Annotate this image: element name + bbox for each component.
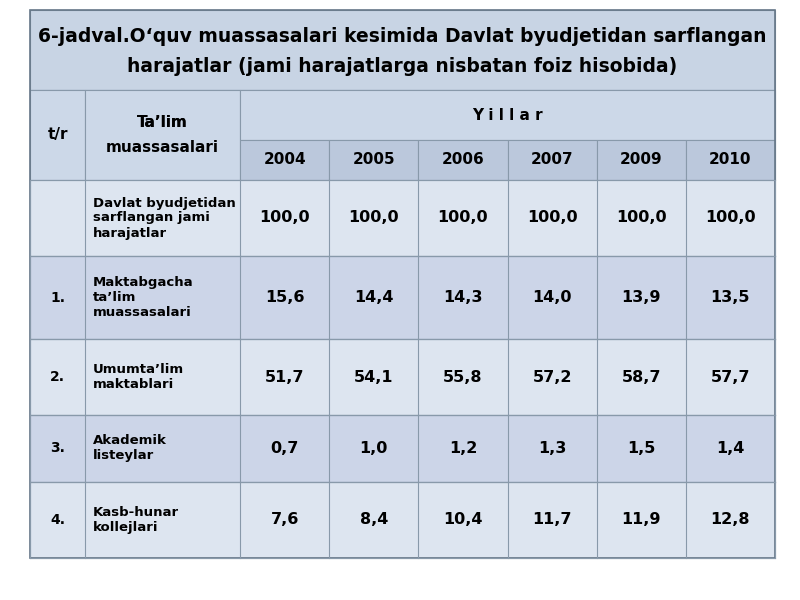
Bar xyxy=(507,140,597,180)
Bar xyxy=(30,180,775,256)
Text: muassasalari: muassasalari xyxy=(106,140,219,155)
Text: 2005: 2005 xyxy=(353,152,395,167)
Text: listeylar: listeylar xyxy=(93,449,154,463)
Text: 11,9: 11,9 xyxy=(622,512,661,527)
Text: 100,0: 100,0 xyxy=(259,211,310,226)
Text: 100,0: 100,0 xyxy=(438,211,488,226)
Bar xyxy=(418,140,507,180)
Text: 2006: 2006 xyxy=(442,152,484,167)
Text: 14,4: 14,4 xyxy=(354,290,394,305)
Text: 0,7: 0,7 xyxy=(270,441,298,456)
Text: 2.: 2. xyxy=(50,370,65,384)
Text: 8,4: 8,4 xyxy=(359,512,388,527)
Text: 11,7: 11,7 xyxy=(532,512,572,527)
Bar xyxy=(30,415,775,482)
Text: 2010: 2010 xyxy=(709,152,752,167)
Text: 100,0: 100,0 xyxy=(526,211,578,226)
Text: kollejlari: kollejlari xyxy=(93,521,158,534)
Text: 57,2: 57,2 xyxy=(532,370,572,385)
Text: 58,7: 58,7 xyxy=(622,370,661,385)
Text: 1,0: 1,0 xyxy=(359,441,388,456)
Bar xyxy=(240,90,775,140)
Bar xyxy=(686,140,775,180)
Text: 2007: 2007 xyxy=(530,152,574,167)
Text: muassasalari: muassasalari xyxy=(93,306,192,319)
Bar xyxy=(30,90,85,180)
Text: 2004: 2004 xyxy=(263,152,306,167)
Text: 13,9: 13,9 xyxy=(622,290,661,305)
Bar xyxy=(30,90,775,180)
Text: 57,7: 57,7 xyxy=(710,370,750,385)
Bar xyxy=(30,256,775,339)
Text: 55,8: 55,8 xyxy=(443,370,482,385)
Text: Kasb-hunar: Kasb-hunar xyxy=(93,506,179,519)
Text: 51,7: 51,7 xyxy=(265,370,304,385)
Text: 15,6: 15,6 xyxy=(265,290,304,305)
Text: 14,3: 14,3 xyxy=(443,290,482,305)
Text: 100,0: 100,0 xyxy=(349,211,399,226)
Text: t/r: t/r xyxy=(47,127,68,142)
Text: 3.: 3. xyxy=(50,442,65,455)
Text: 14,0: 14,0 xyxy=(532,290,572,305)
Text: Ta’lim: Ta’lim xyxy=(137,115,188,130)
Text: 6-jadval.​O‘quv muassasalari kesimida Davlat byudjetidan sarflangan: 6-jadval.​O‘quv muassasalari kesimida Da… xyxy=(38,27,766,46)
Text: harajatlar: harajatlar xyxy=(93,226,167,239)
Text: 12,8: 12,8 xyxy=(710,512,750,527)
Text: 1,3: 1,3 xyxy=(538,441,566,456)
Text: 7,6: 7,6 xyxy=(270,512,298,527)
Text: Ta’lim: Ta’lim xyxy=(137,115,188,130)
Text: ta’lim: ta’lim xyxy=(93,291,136,304)
Text: Umumta’lim: Umumta’lim xyxy=(93,363,184,376)
Text: harajatlar (jami harajatlarga nisbatan foiz hisobida): harajatlar (jami harajatlarga nisbatan f… xyxy=(127,56,678,76)
Bar xyxy=(240,140,329,180)
Bar xyxy=(30,10,775,90)
Text: sarflangan jami: sarflangan jami xyxy=(93,211,210,224)
Text: 13,5: 13,5 xyxy=(710,290,750,305)
Text: 2009: 2009 xyxy=(620,152,662,167)
Text: 4.: 4. xyxy=(50,513,65,527)
Text: Akademik: Akademik xyxy=(93,434,167,448)
Text: 100,0: 100,0 xyxy=(616,211,666,226)
Text: 10,4: 10,4 xyxy=(443,512,482,527)
Text: 1,2: 1,2 xyxy=(449,441,477,456)
Bar xyxy=(85,90,240,180)
Text: 1,4: 1,4 xyxy=(716,441,745,456)
Text: maktablari: maktablari xyxy=(93,378,174,391)
Text: Davlat byudjetidan: Davlat byudjetidan xyxy=(93,196,236,209)
Bar xyxy=(329,140,418,180)
Text: 1,5: 1,5 xyxy=(627,441,655,456)
Text: 54,1: 54,1 xyxy=(354,370,394,385)
Text: 100,0: 100,0 xyxy=(705,211,756,226)
Text: 1.: 1. xyxy=(50,290,65,304)
Text: Y i l l a r: Y i l l a r xyxy=(472,107,543,122)
Text: Maktabgacha: Maktabgacha xyxy=(93,276,194,289)
Bar xyxy=(30,482,775,558)
Bar xyxy=(30,339,775,415)
Bar xyxy=(597,140,686,180)
